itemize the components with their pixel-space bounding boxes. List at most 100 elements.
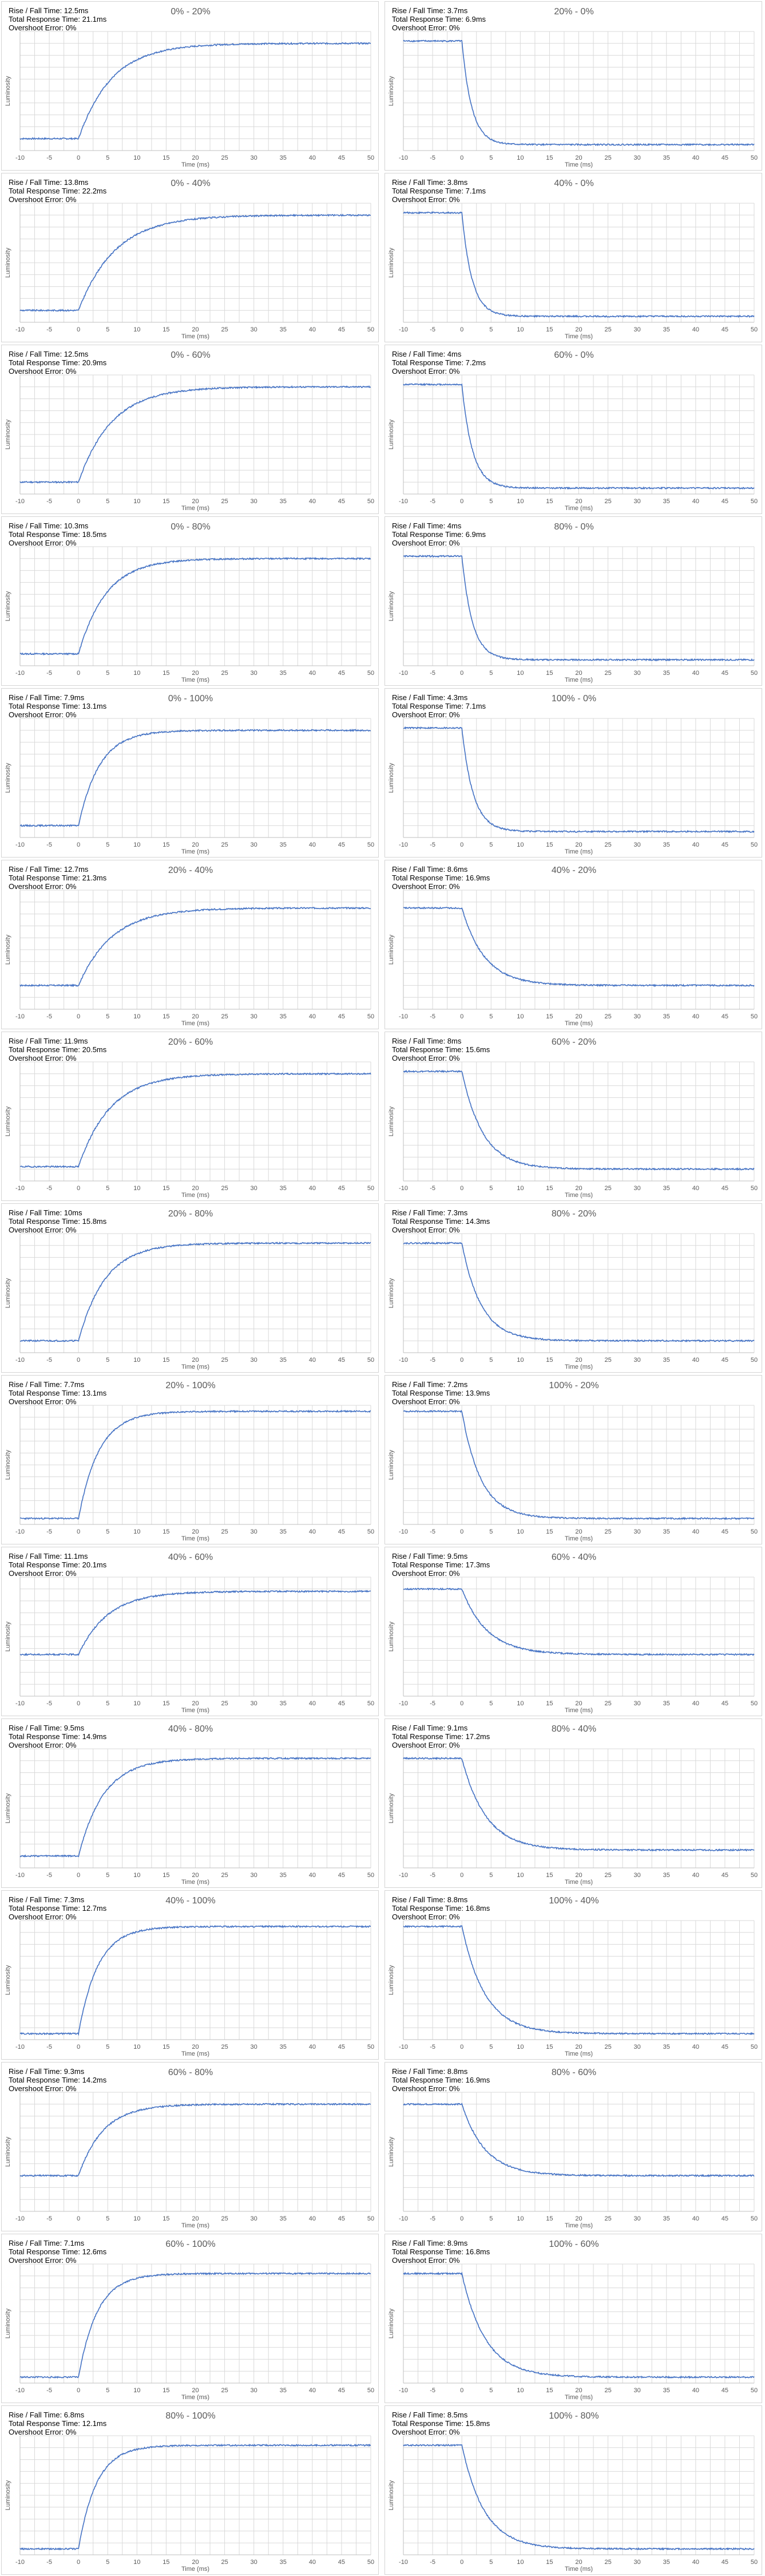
metric-line: Total Response Time: 20.5ms <box>9 1045 107 1054</box>
metric-line: Rise / Fall Time: 10ms <box>9 1208 82 1217</box>
chart-svg: -10 -5 0 5 10 15 20 25 30 35 40 45 50 Time (ms) Lumino… <box>5 718 374 855</box>
x-tick-label: 15 <box>162 2559 169 2566</box>
x-tick-label: 5 <box>106 1185 109 1192</box>
x-tick-label: 5 <box>106 498 109 505</box>
x-axis-label: Time (ms) <box>565 2394 593 2401</box>
x-tick-label: 45 <box>722 1357 728 1364</box>
chart-title: 20% - 80% <box>168 1209 213 1219</box>
x-tick-label: 15 <box>162 2215 169 2222</box>
x-tick-label: 25 <box>221 2387 228 2394</box>
metric-line: Total Response Time: 6.9ms <box>392 15 486 23</box>
x-tick-label: 20 <box>575 326 582 333</box>
metric-line: Total Response Time: 17.3ms <box>392 1560 490 1569</box>
x-tick-label: -5 <box>46 1528 52 1535</box>
luminosity-trace <box>19 1925 371 2036</box>
y-axis-label: Luminosity <box>388 591 395 621</box>
x-tick-label: -5 <box>46 1357 52 1364</box>
x-tick-label: 45 <box>722 2215 728 2222</box>
x-tick-label: -10 <box>15 155 25 161</box>
x-tick-label: -5 <box>430 1700 435 1707</box>
x-tick-label: 50 <box>367 2387 374 2394</box>
metric-line: Rise / Fall Time: 9.5ms <box>9 1724 85 1732</box>
x-tick-label: 25 <box>604 1700 611 1707</box>
x-tick-label: 45 <box>338 1700 345 1707</box>
x-tick-label: 20 <box>192 326 199 333</box>
x-axis-label: Time (ms) <box>181 2566 209 2573</box>
x-tick-label: 20 <box>192 498 199 505</box>
x-tick-label: 40 <box>309 841 316 848</box>
chart-metrics: Rise / Fall Time: 4.3ms Total Response Ti… <box>392 693 486 719</box>
x-tick-label: 40 <box>309 2387 316 2394</box>
x-tick-label: -5 <box>430 841 435 848</box>
luminosity-trace <box>19 2443 371 2551</box>
x-tick-label: 20 <box>575 498 582 505</box>
chart-panel: Rise / Fall Time: 7.1ms Total Response Ti… <box>1 2234 379 2403</box>
x-tick-label: 30 <box>251 2215 257 2222</box>
x-tick-label: 10 <box>517 1528 524 1535</box>
metric-line: Overshoot Error: 0% <box>392 2256 460 2265</box>
y-axis-label: Luminosity <box>5 247 11 278</box>
chart-metrics: Rise / Fall Time: 7.2ms Total Response Ti… <box>392 1380 490 1406</box>
x-tick-label: 20 <box>192 1528 199 1535</box>
x-tick-label: 45 <box>722 2387 728 2394</box>
metric-line: Overshoot Error: 0% <box>392 367 460 376</box>
x-tick-label: 15 <box>162 2387 169 2394</box>
chart-title: 60% - 40% <box>551 1552 597 1562</box>
x-tick-label: 25 <box>221 1185 228 1192</box>
x-tick-label: 0 <box>460 1872 463 1879</box>
x-tick-label: -5 <box>430 326 435 333</box>
x-tick-label: 45 <box>338 2044 345 2050</box>
x-tick-label: -10 <box>15 1013 25 1020</box>
x-tick-label: 35 <box>280 498 287 505</box>
x-tick-label: 15 <box>162 498 169 505</box>
metric-line: Overshoot Error: 0% <box>9 539 77 547</box>
x-tick-label: -5 <box>46 2215 52 2222</box>
x-tick-label: 5 <box>106 1700 109 1707</box>
x-tick-label: 35 <box>663 2387 670 2394</box>
x-axis-label: Time (ms) <box>565 1364 593 1370</box>
x-tick-label: 35 <box>663 841 670 848</box>
x-tick-label: 40 <box>309 2215 316 2222</box>
x-tick-label: 0 <box>460 1357 463 1364</box>
x-tick-label: 35 <box>663 1013 670 1020</box>
x-tick-label: 50 <box>367 1872 374 1879</box>
chart-panel: Rise / Fall Time: 3.8ms Total Response Ti… <box>385 173 762 342</box>
chart-svg: -10 -5 0 5 10 15 20 25 30 35 40 45 50 Time (ms) Lumino… <box>388 1577 758 1714</box>
metric-line: Total Response Time: 20.9ms <box>9 358 107 367</box>
x-tick-label: 50 <box>367 155 374 161</box>
x-tick-label: 40 <box>309 2044 316 2050</box>
chart-svg: -10 -5 0 5 10 15 20 25 30 35 40 45 50 Time (ms) Lumino… <box>388 2435 758 2573</box>
x-tick-label: 40 <box>692 1528 699 1535</box>
metric-line: Total Response Time: 7.1ms <box>392 702 486 710</box>
x-tick-label: 20 <box>192 2387 199 2394</box>
x-tick-label: 5 <box>489 326 493 333</box>
chart-svg: -10 -5 0 5 10 15 20 25 30 35 40 45 50 Time (ms) Lumino… <box>5 2435 374 2573</box>
metric-line: Overshoot Error: 0% <box>9 1913 77 1921</box>
x-tick-label: 5 <box>489 2387 493 2394</box>
x-tick-label: 30 <box>634 1700 641 1707</box>
x-tick-label: -10 <box>399 498 408 505</box>
chart-panel: Rise / Fall Time: 13.8ms Total Response T… <box>1 173 379 342</box>
x-tick-label: 0 <box>460 326 463 333</box>
x-tick-label: 5 <box>489 2215 493 2222</box>
chart-metrics: Rise / Fall Time: 13.8ms Total Response T… <box>9 178 106 204</box>
x-tick-label: -10 <box>15 1700 25 1707</box>
x-tick-label: -5 <box>46 155 52 161</box>
chart-panel: Rise / Fall Time: 9.3ms Total Response Ti… <box>1 2062 379 2231</box>
x-tick-label: -10 <box>15 1185 25 1192</box>
x-tick-label: 20 <box>575 155 582 161</box>
chart-title: 0% - 100% <box>168 694 213 704</box>
x-tick-label: 50 <box>751 2559 758 2566</box>
x-tick-label: 10 <box>133 1700 140 1707</box>
metric-line: Overshoot Error: 0% <box>9 1741 77 1749</box>
x-tick-label: 30 <box>634 2215 641 2222</box>
chart-svg: -10 -5 0 5 10 15 20 25 30 35 40 45 50 Time (ms) Lumino… <box>5 374 374 512</box>
luminosity-trace <box>403 2271 755 2379</box>
chart-title: 100% - 40% <box>549 1896 599 1906</box>
chart-panel: Rise / Fall Time: 3.7ms Total Response Ti… <box>385 1 762 171</box>
metric-line: Rise / Fall Time: 8.8ms <box>392 2067 468 2076</box>
x-tick-label: 0 <box>460 1528 463 1535</box>
y-axis-label: Luminosity <box>388 1278 395 1308</box>
x-tick-label: 40 <box>309 670 316 677</box>
